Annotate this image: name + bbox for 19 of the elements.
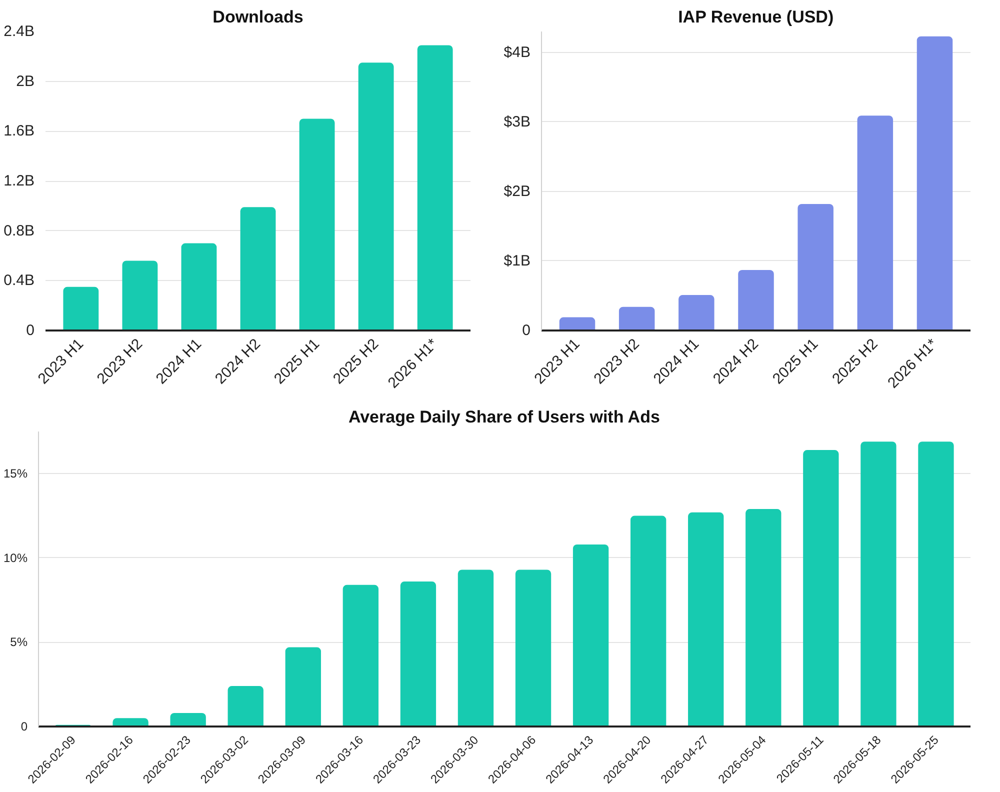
y-tick-label: 0.8B <box>4 222 34 240</box>
y-tick-label: 1.6B <box>4 122 34 140</box>
y-tick-label: 0 <box>522 322 530 339</box>
y-tick-label: $1B <box>504 252 531 270</box>
y-tick-label: $4B <box>504 44 531 61</box>
y-tick-label: $3B <box>504 113 531 130</box>
y-tick-label: 5% <box>10 635 28 650</box>
y-tick-label: 2.4B <box>4 23 34 40</box>
y-tick-label: $2B <box>504 182 531 200</box>
y-tick-label: 0 <box>20 720 28 734</box>
chart-title: Average Daily Share of Users with Ads <box>348 408 660 426</box>
y-tick-label: 0.4B <box>4 272 34 290</box>
chart-title: Downloads <box>212 8 304 26</box>
y-tick-label: 2B <box>16 72 35 90</box>
y-tick-label: 10% <box>3 550 28 565</box>
y-tick-label: 1.2B <box>4 172 34 190</box>
chart-title: IAP Revenue (USD) <box>678 8 834 26</box>
y-tick-label: 15% <box>3 466 28 481</box>
y-tick-label: 0 <box>26 322 34 339</box>
